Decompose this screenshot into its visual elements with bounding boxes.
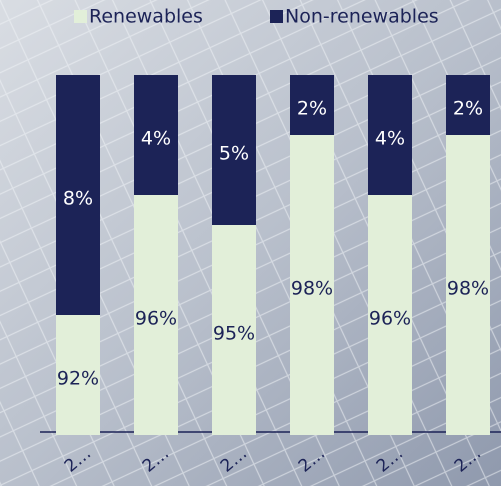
legend-swatch: [74, 10, 87, 23]
data-label: 98%: [447, 278, 489, 300]
legend-swatch: [270, 10, 283, 23]
bar-segment: [134, 75, 178, 195]
data-label: 2%: [453, 98, 483, 120]
data-label: 98%: [291, 278, 333, 300]
data-label: 96%: [135, 308, 177, 330]
data-label: 92%: [57, 368, 99, 390]
bar-segment: [446, 135, 490, 435]
data-label: 8%: [63, 188, 93, 210]
data-label: 2%: [297, 98, 327, 120]
bar-segment: [56, 315, 100, 435]
data-label: 95%: [213, 323, 255, 345]
bar-segment: [212, 75, 256, 225]
data-label: 4%: [141, 128, 171, 150]
data-label: 5%: [219, 143, 249, 165]
bar-segment: [290, 135, 334, 435]
legend-label: Renewables: [89, 6, 203, 28]
bar-segment: [446, 75, 490, 135]
legend-label: Non-renewables: [285, 6, 439, 28]
data-label: 4%: [375, 128, 405, 150]
bar-segment: [212, 225, 256, 435]
bar-segment: [134, 195, 178, 435]
data-label: 96%: [369, 308, 411, 330]
bar-segment: [368, 195, 412, 435]
bar-segment: [290, 75, 334, 135]
bar-segment: [56, 75, 100, 315]
bar-segment: [368, 75, 412, 195]
